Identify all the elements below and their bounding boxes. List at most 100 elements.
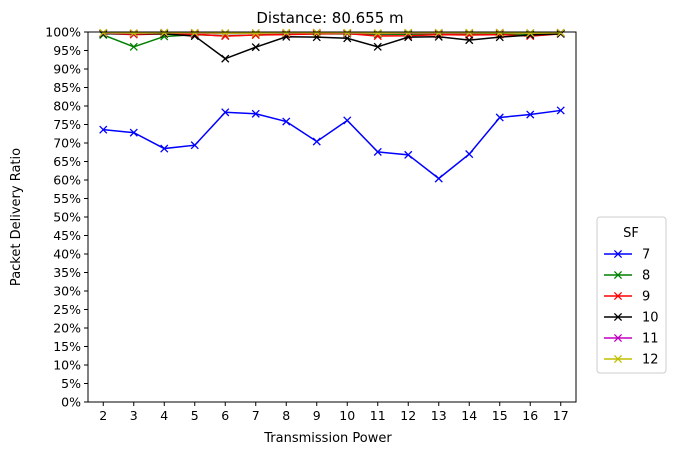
x-tick-label: 5 [191, 408, 199, 423]
series-line [103, 109, 561, 180]
data-point-marker [556, 28, 565, 37]
data-point-marker [221, 29, 230, 38]
x-tick-label: 6 [221, 408, 229, 423]
data-point-marker [251, 109, 260, 118]
legend-marker [613, 333, 623, 343]
x-tick-label: 8 [282, 408, 290, 423]
data-point-marker [404, 150, 413, 159]
x-tick-label: 10 [339, 408, 355, 423]
data-point-marker [282, 117, 291, 126]
legend-label: 12 [642, 353, 659, 368]
data-point-marker [221, 54, 230, 63]
legend-items: 7 8 9 10 11 12 [604, 248, 659, 368]
legend-entry: 12 [604, 353, 659, 368]
data-point-marker [99, 28, 108, 37]
x-tick-label: 15 [492, 408, 508, 423]
y-tick-label: 30% [53, 284, 81, 299]
legend-entry: 8 [604, 269, 650, 284]
data-point-marker [404, 28, 413, 37]
legend-entry: 7 [604, 248, 650, 263]
series-sf-7 [99, 106, 565, 183]
data-point-marker [495, 28, 504, 37]
legend-title: SF [623, 226, 639, 241]
data-point-marker [465, 36, 474, 45]
data-point-marker [160, 144, 169, 153]
y-axis-ticks: 0% 5% 10% 15% 20% 25% 30% 35% 40% 45% 50% 55% 60% 65%… [45, 25, 88, 410]
x-tick-label: 3 [130, 408, 138, 423]
x-axis-ticks: 2 3 4 5 6 7 8 9 10 11 12 13 14 15 16 17 [99, 402, 569, 423]
data-point-marker [251, 29, 260, 38]
y-tick-label: 100% [45, 25, 81, 40]
data-point-marker [343, 28, 352, 37]
legend-label: 8 [642, 269, 650, 284]
data-point-marker [221, 108, 230, 117]
y-tick-label: 70% [53, 136, 81, 151]
y-tick-label: 65% [53, 154, 81, 169]
data-point-marker [129, 29, 138, 38]
y-tick-label: 95% [53, 43, 81, 58]
data-point-marker [373, 29, 382, 38]
plot-frame [87, 31, 577, 403]
y-tick-label: 60% [53, 173, 81, 188]
data-point-marker [312, 137, 321, 146]
y-tick-label: 75% [53, 117, 81, 132]
x-tick-label: 12 [400, 408, 416, 423]
data-point-marker [373, 147, 382, 156]
data-point-marker [99, 125, 108, 134]
series-line [102, 32, 561, 48]
x-tick-label: 2 [99, 408, 107, 423]
y-tick-label: 55% [53, 191, 81, 206]
data-point-marker [465, 28, 474, 37]
x-axis-title: Transmission Power [263, 431, 392, 446]
legend-label: 11 [642, 332, 659, 347]
data-point-marker [190, 141, 199, 150]
data-point-marker [312, 29, 321, 38]
data-point-marker [556, 29, 565, 38]
plot-series [99, 28, 565, 183]
x-tick-label: 4 [160, 408, 168, 423]
y-tick-label: 45% [53, 228, 81, 243]
y-axis-title: Packet Delivery Ratio [9, 148, 24, 286]
data-point-marker [160, 28, 169, 37]
y-tick-label: 20% [53, 321, 81, 336]
y-tick-label: 25% [53, 302, 81, 317]
data-point-marker [556, 106, 565, 115]
series-sf-12 [99, 28, 565, 38]
chart-title: Distance: 80.655 m [256, 9, 403, 27]
data-point-marker [434, 174, 443, 183]
x-tick-label: 9 [313, 408, 321, 423]
y-tick-label: 85% [53, 80, 81, 95]
y-tick-label: 90% [53, 62, 81, 77]
y-tick-label: 15% [53, 339, 81, 354]
data-point-marker [282, 28, 291, 37]
legend-entry: 9 [604, 290, 650, 305]
x-tick-label: 16 [522, 408, 538, 423]
data-point-marker [434, 28, 443, 37]
legend-label: 9 [642, 290, 650, 305]
x-tick-label: 7 [252, 408, 260, 423]
legend: SF 7 8 9 10 11 12 [596, 216, 667, 374]
legend-entry: 11 [604, 332, 659, 347]
data-point-marker [526, 29, 535, 38]
data-point-marker [343, 116, 352, 125]
legend-marker [613, 354, 623, 364]
data-point-marker [160, 29, 169, 38]
data-point-marker [251, 43, 260, 52]
data-point-marker [190, 28, 199, 37]
y-tick-label: 10% [53, 358, 81, 373]
data-point-marker [129, 128, 138, 137]
x-tick-label: 17 [553, 408, 569, 423]
y-tick-label: 80% [53, 99, 81, 114]
data-point-marker [495, 113, 504, 122]
x-tick-label: 14 [461, 408, 477, 423]
y-tick-label: 50% [53, 210, 81, 225]
data-point-marker [373, 42, 382, 51]
y-tick-label: 5% [61, 376, 81, 391]
legend-box [596, 216, 667, 374]
y-tick-label: 40% [53, 247, 81, 262]
legend-label: 10 [642, 311, 659, 326]
legend-marker [613, 312, 623, 322]
legend-marker [613, 270, 623, 280]
data-point-marker [312, 28, 321, 37]
